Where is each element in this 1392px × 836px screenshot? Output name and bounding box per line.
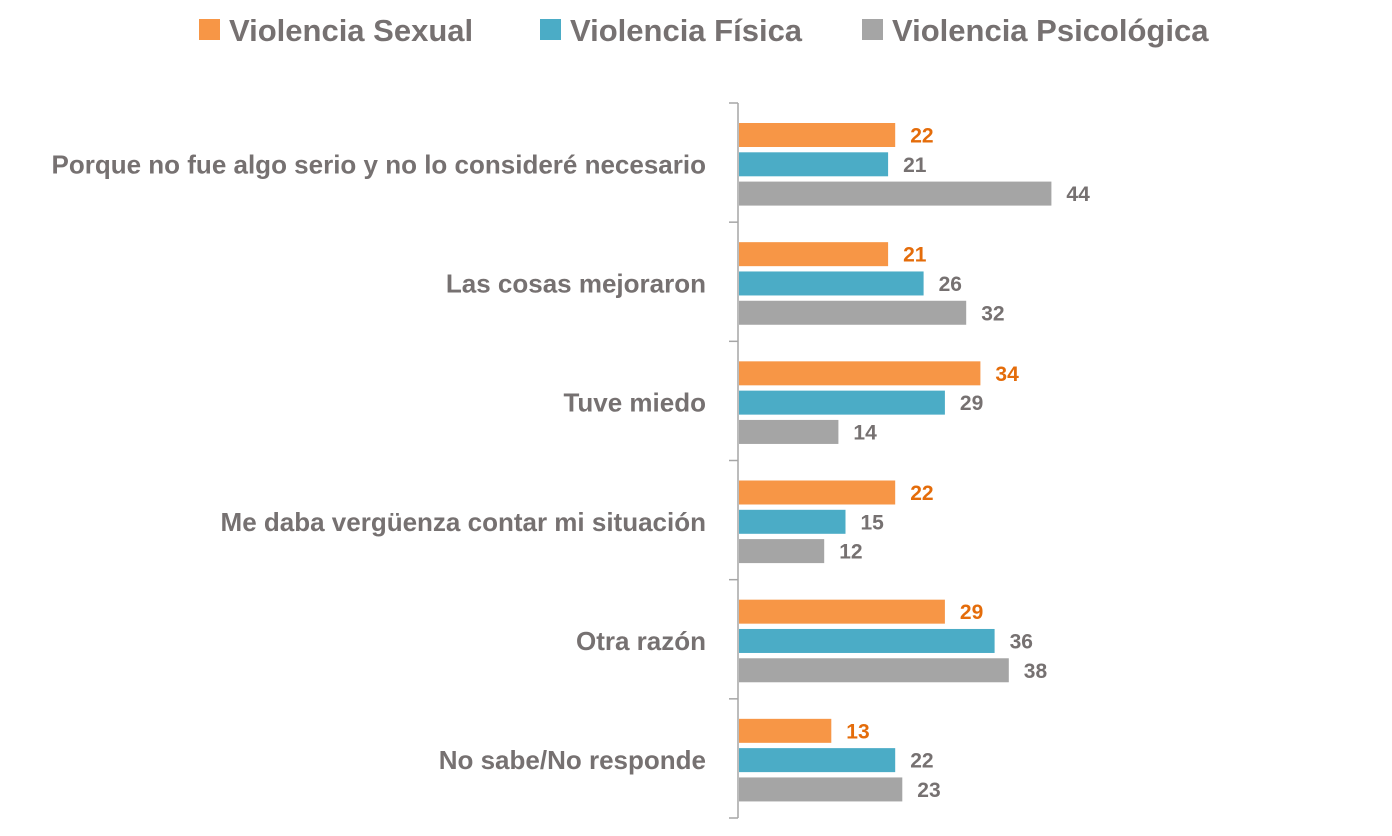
bar-violencia-fisica-tuve-miedo (739, 390, 945, 415)
legend-label-violencia-sexual: Violencia Sexual (229, 13, 473, 48)
bar-violencia-psicologica-porque-no-fue-algo-serio-y-no-lo-considere-necesario (739, 181, 1052, 206)
bar-violencia-fisica-porque-no-fue-algo-serio-y-no-lo-considere-necesario (739, 152, 889, 177)
value-label-violencia-psicologica-no-sabe-no-responde: 23 (917, 779, 940, 802)
bar-violencia-psicologica-las-cosas-mejoraron (739, 300, 967, 325)
bar-violencia-fisica-otra-razon (739, 628, 995, 653)
bar-violencia-fisica-me-daba-verguenza-contar-mi-situacion (739, 509, 846, 534)
value-label-violencia-fisica-no-sabe-no-responde: 22 (910, 750, 933, 773)
bar-violencia-psicologica-otra-razon (739, 658, 1009, 683)
category-label-porque-no-fue-algo-serio-y-no-lo-considere-necesario: Porque no fue algo serio y no lo conside… (52, 149, 707, 179)
value-label-violencia-psicologica-tuve-miedo: 14 (853, 421, 877, 444)
value-label-violencia-sexual-otra-razon: 29 (960, 601, 983, 624)
value-label-violencia-sexual-porque-no-fue-algo-serio-y-no-lo-considere-necesario: 22 (910, 125, 933, 148)
bar-violencia-psicologica-me-daba-verguenza-contar-mi-situacion (739, 539, 825, 564)
value-label-violencia-fisica-porque-no-fue-algo-serio-y-no-lo-considere-necesario: 21 (903, 154, 927, 177)
category-label-me-daba-verguenza-contar-mi-situacion: Me daba vergüenza contar mi situación (221, 507, 706, 537)
legend-swatch-violencia-sexual (199, 19, 220, 40)
category-label-no-sabe-no-responde: No sabe/No responde (439, 745, 706, 775)
bar-violencia-sexual-no-sabe-no-responde (739, 718, 832, 743)
category-axis (729, 102, 739, 819)
bar-violencia-psicologica-tuve-miedo (739, 419, 839, 444)
bar-violencia-sexual-otra-razon (739, 599, 945, 624)
value-labels: 22 21 44 21 26 32 34 29 14 22 15 12 29 36 38 13 22 23 (839, 125, 1090, 802)
bar-violencia-sexual-las-cosas-mejoraron (739, 242, 889, 267)
value-label-violencia-sexual-tuve-miedo: 34 (995, 363, 1019, 386)
value-label-violencia-psicologica-me-daba-verguenza-contar-mi-situacion: 12 (839, 541, 862, 564)
legend-label-violencia-psicologica: Violencia Psicológica (892, 13, 1209, 48)
bar-violencia-psicologica-no-sabe-no-responde (739, 777, 903, 802)
category-label-otra-razon: Otra razón (576, 626, 706, 656)
legend: Violencia Sexual Violencia Física Violenci… (199, 13, 1209, 48)
category-labels: Porque no fue algo serio y no lo conside… (52, 149, 707, 775)
value-label-violencia-fisica-me-daba-verguenza-contar-mi-situacion: 15 (861, 511, 885, 534)
bar-violencia-fisica-las-cosas-mejoraron (739, 271, 924, 296)
bar-violencia-fisica-no-sabe-no-responde (739, 748, 896, 773)
bar-violencia-sexual-me-daba-verguenza-contar-mi-situacion (739, 480, 896, 505)
value-label-violencia-psicologica-otra-razon: 38 (1024, 660, 1048, 683)
category-label-las-cosas-mejoraron: Las cosas mejoraron (446, 268, 706, 298)
legend-swatch-violencia-fisica (540, 19, 561, 40)
value-label-violencia-fisica-tuve-miedo: 29 (960, 392, 983, 415)
value-label-violencia-psicologica-las-cosas-mejoraron: 32 (981, 302, 1004, 325)
legend-swatch-violencia-psicologica (862, 19, 883, 40)
value-label-violencia-sexual-me-daba-verguenza-contar-mi-situacion: 22 (910, 482, 933, 505)
bar-violencia-sexual-porque-no-fue-algo-serio-y-no-lo-considere-necesario (739, 123, 896, 147)
value-label-violencia-fisica-otra-razon: 36 (1010, 630, 1033, 653)
category-label-tuve-miedo: Tuve miedo (563, 388, 706, 418)
bar-violencia-sexual-tuve-miedo (739, 361, 981, 386)
value-label-violencia-fisica-las-cosas-mejoraron: 26 (939, 273, 962, 296)
legend-label-violencia-fisica: Violencia Física (570, 13, 803, 48)
value-label-violencia-sexual-no-sabe-no-responde: 13 (846, 720, 869, 743)
bars (739, 123, 1052, 802)
value-label-violencia-sexual-las-cosas-mejoraron: 21 (903, 244, 927, 267)
value-label-violencia-psicologica-porque-no-fue-algo-serio-y-no-lo-considere-necesario: 44 (1066, 183, 1090, 206)
